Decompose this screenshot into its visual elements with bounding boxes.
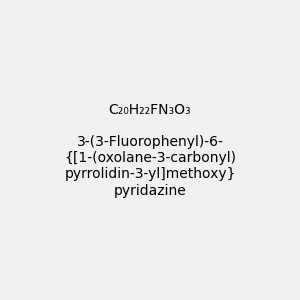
Text: C₂₀H₂₂FN₃O₃

3-(3-Fluorophenyl)-6-
{[1-(oxolane-3-carbonyl)
pyrrolidin-3-yl]meth: C₂₀H₂₂FN₃O₃ 3-(3-Fluorophenyl)-6- {[1-(o…	[64, 103, 236, 197]
